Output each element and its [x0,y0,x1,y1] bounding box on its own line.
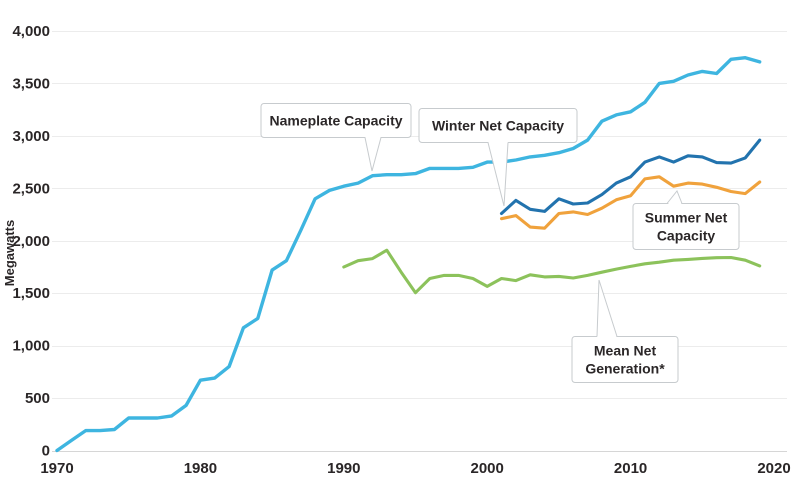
grid [52,31,787,452]
y-tick-label-0: 0 [42,443,50,460]
axis-labels: 0 500 1,000 1,500 2,000 2,500 3,000 3,500 4,000 1… [2,23,791,477]
callout-label-line: Mean Net [594,343,657,359]
callout-label-line: Winter Net Capacity [432,118,564,134]
x-tick-label-1980: 1980 [184,460,217,477]
x-tick-label-2000: 2000 [471,460,504,477]
callout-mean-net-generation: Mean Net Generation* [571,279,679,383]
y-axis-title: Megawatts [2,220,17,286]
callout-pointer [364,137,382,172]
y-tick-label-2000: 2,000 [12,233,50,250]
series-line-summer-net-capacity [499,175,762,230]
callout-label-line: Nameplate Capacity [269,113,402,129]
callout-box [632,203,740,250]
series-line-mean-net-generation [342,248,762,295]
y-tick-label-500: 500 [25,390,50,407]
series-lines [55,56,762,453]
x-tick-label-1970: 1970 [40,460,73,477]
y-tick-label-1000: 1,000 [12,338,50,355]
x-tick-label-1990: 1990 [327,460,360,477]
callout-box [260,103,412,138]
x-tick-label-2020: 2020 [757,460,790,477]
callout-pointer [596,279,618,337]
callout-label-line: Capacity [657,228,716,244]
callout-label: Nameplate Capacity [269,113,402,129]
y-tick-label-4000: 4,000 [12,23,50,40]
y-tick-label-1500: 1,500 [12,285,50,302]
y-tick-label-3000: 3,000 [12,128,50,145]
callout-pointer-fill [488,140,508,206]
callout-summer-net-capacity: Summer Net Capacity [632,190,740,250]
callout-label: Mean Net Generation* [585,343,665,377]
callout-label-line: Generation* [585,361,665,377]
callout-box [571,336,679,383]
y-tick-label-2500: 2,500 [12,180,50,197]
callout-pointer-fill [597,280,617,339]
callout-label: Summer Net Capacity [645,210,728,244]
callout-label: Winter Net Capacity [432,118,564,134]
x-tick-label-2010: 2010 [614,460,647,477]
callout-label-line: Summer Net [645,210,728,226]
callout-pointer [487,142,509,207]
series-line-nameplate-capacity [55,56,762,453]
y-tick-label-3500: 3,500 [12,75,50,92]
series-line-winter-net-capacity [499,138,762,216]
callout-winter-net-capacity: Winter Net Capacity [418,108,578,207]
callout-pointer-fill [365,135,381,171]
callout-pointer [666,190,683,204]
callout-nameplate-capacity: Nameplate Capacity [260,103,412,172]
